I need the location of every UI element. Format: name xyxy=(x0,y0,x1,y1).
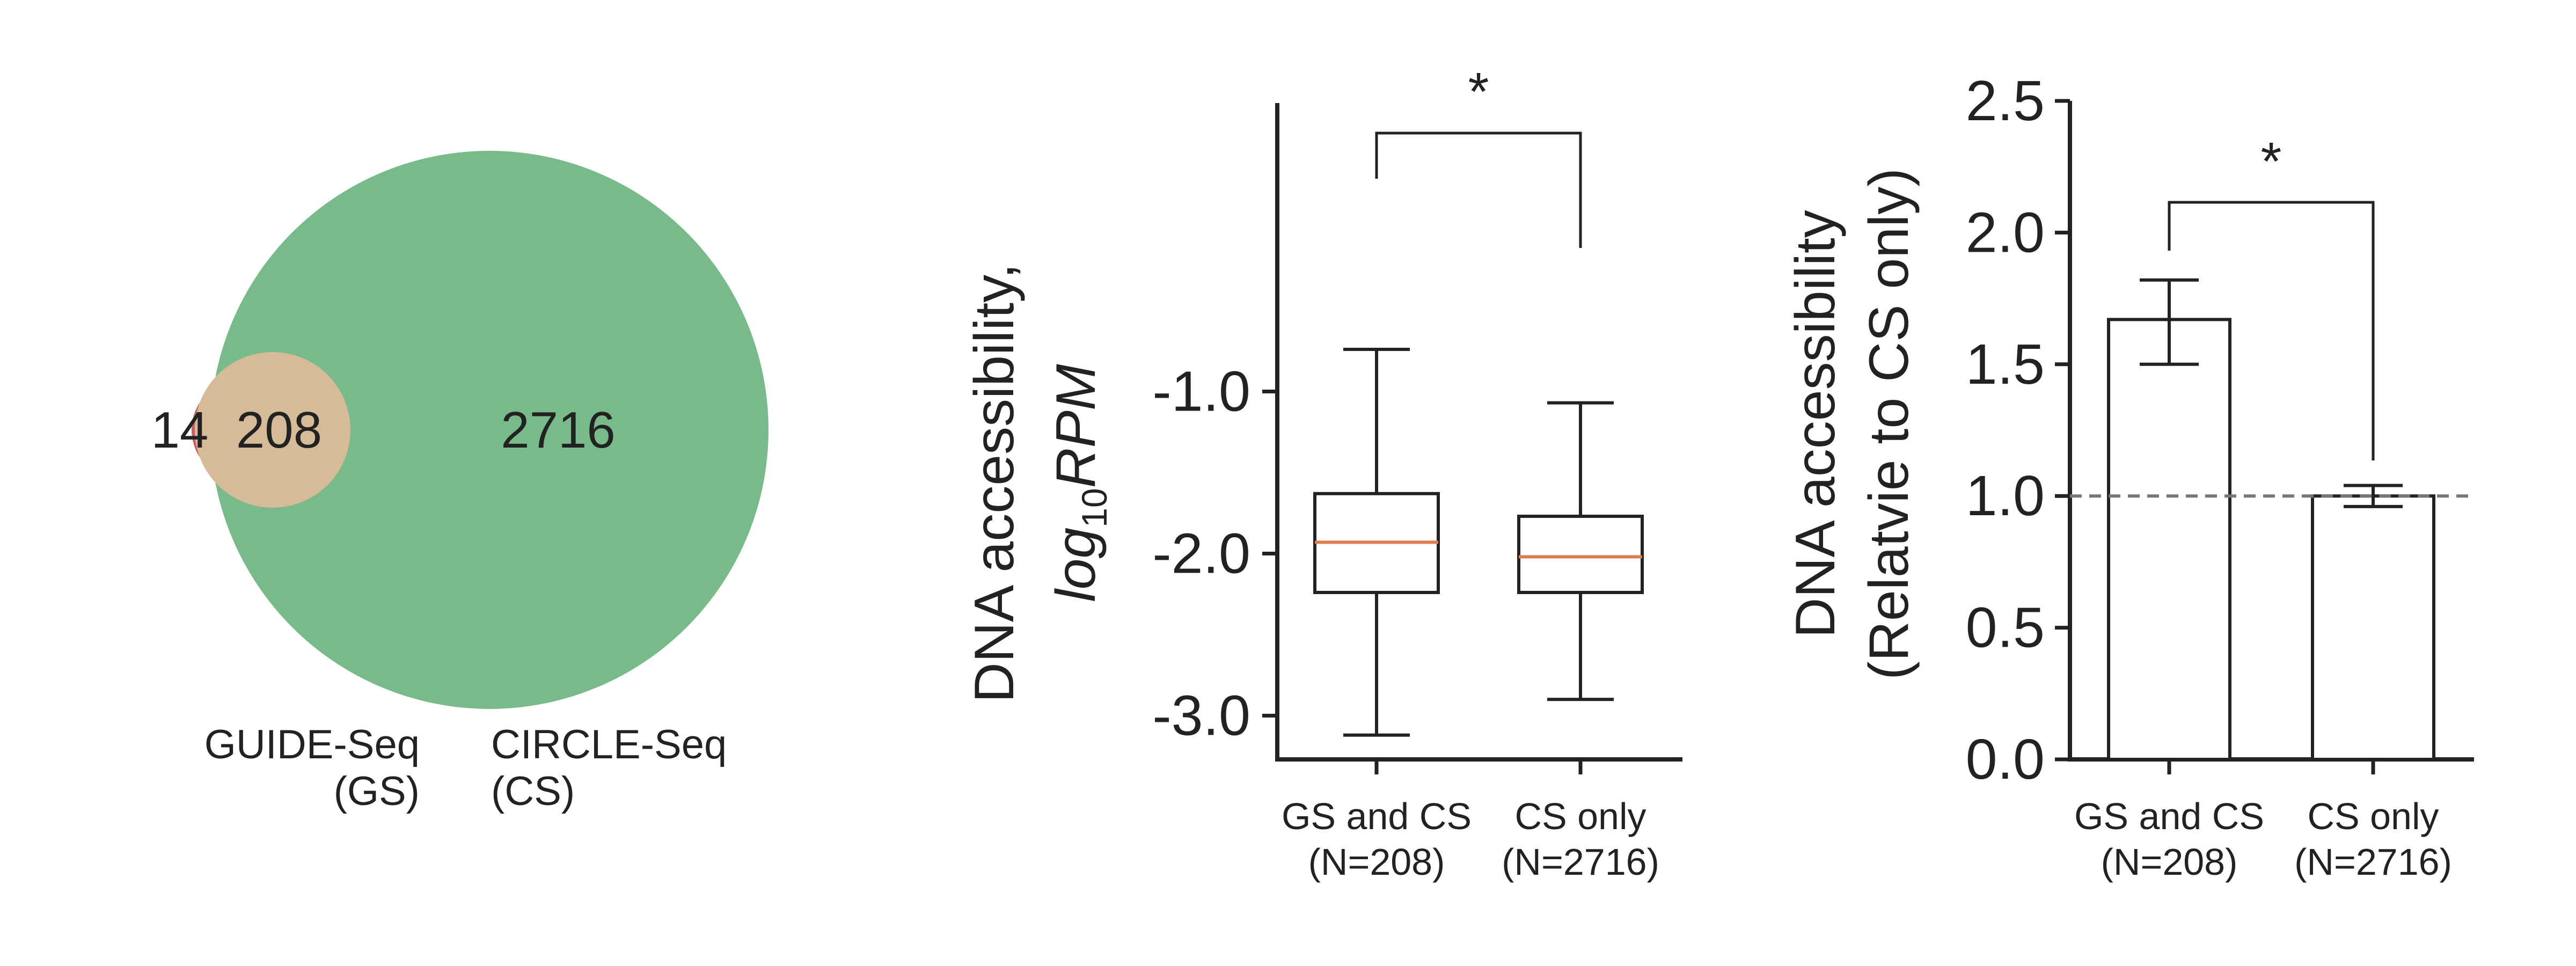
venn-count-both: 208 xyxy=(236,401,322,459)
boxplot-category-label: CS only xyxy=(1514,795,1646,837)
barchart-ylabel-line1: DNA accessibility xyxy=(1784,210,1847,638)
boxplot-ylabel-sub: 10 xyxy=(1074,488,1114,527)
barchart-ytick-label: 1.0 xyxy=(1966,464,2045,528)
venn-label-gs-abbr: (GS) xyxy=(334,769,420,814)
boxplot-ylabel-rpm: RPM xyxy=(1045,364,1107,488)
barchart-ytick-label: 0.0 xyxy=(1966,728,2045,791)
boxplot-panel: DNA accessibility, log10RPM -1.0 -2.0 -3.0… xyxy=(963,62,1682,883)
boxplot-significance-star: * xyxy=(1468,62,1489,122)
venn-overlap-circle xyxy=(195,352,350,508)
boxplot-category-label: GS and CS xyxy=(1282,795,1472,837)
venn-count-gs-only: 14 xyxy=(151,401,209,459)
barchart-significance-bracket xyxy=(2168,201,2375,460)
boxplot-box-group xyxy=(1313,348,1440,737)
barchart-bar xyxy=(2107,318,2231,761)
boxplot-ylabel-line2: log10RPM xyxy=(1045,364,1114,602)
barchart-ytick-label: 2.5 xyxy=(1966,69,2045,133)
barchart-category-n: (N=208) xyxy=(2101,841,2238,883)
barchart-ylabel-line2: (Relatvie to CS only) xyxy=(1858,168,1920,680)
boxplot-ylabel-line1: DNA accessibility, xyxy=(963,264,1026,703)
venn-panel: 14 208 2716 GUIDE-Seq (GS) CIRCLE-Seq (C… xyxy=(151,151,769,814)
barchart-significance-star: * xyxy=(2261,131,2282,192)
boxplot-significance-bracket xyxy=(1375,131,1582,248)
barchart-category-label: CS only xyxy=(2307,795,2439,837)
boxplot-ytick-label: -1.0 xyxy=(1152,360,1250,423)
boxplot-ytick-label: -3.0 xyxy=(1152,684,1250,747)
boxplot-box xyxy=(1517,515,1644,594)
barchart-ytick-label: 0.5 xyxy=(1966,596,2045,660)
venn-label-cs-abbr: (CS) xyxy=(491,769,575,814)
boxplot-category-n: (N=208) xyxy=(1308,841,1445,883)
venn-label-cs: CIRCLE-Seq xyxy=(491,722,727,767)
barchart-category-label: GS and CS xyxy=(2074,795,2264,837)
boxplot-box-group xyxy=(1517,401,1644,701)
boxplot-ylabel-log: log xyxy=(1045,528,1107,602)
venn-count-cs-only: 2716 xyxy=(501,401,616,459)
barchart-bar xyxy=(2311,494,2435,761)
venn-cs-circle xyxy=(210,151,769,709)
venn-label-gs: GUIDE-Seq xyxy=(204,722,420,767)
boxplot-category-n: (N=2716) xyxy=(1502,841,1659,883)
barchart-panel: DNA accessibility (Relatvie to CS only) … xyxy=(1784,69,2474,883)
barchart-ytick-label: 1.5 xyxy=(1966,333,2045,396)
boxplot-ytick-label: -2.0 xyxy=(1152,522,1250,585)
barchart-ytick-label: 2.0 xyxy=(1966,201,2045,264)
barchart-category-n: (N=2716) xyxy=(2294,841,2452,883)
